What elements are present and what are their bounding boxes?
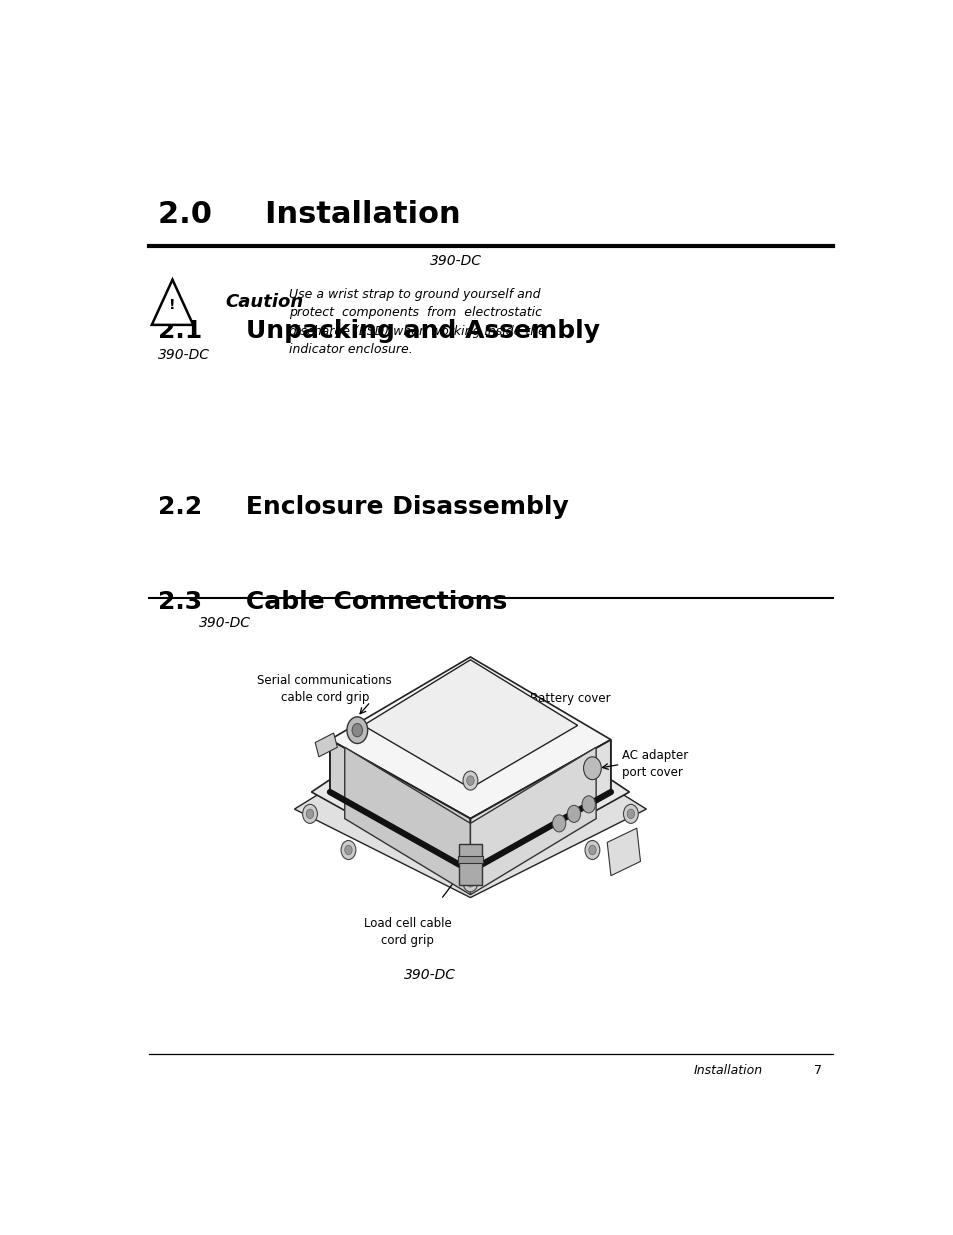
Circle shape — [466, 776, 474, 785]
Polygon shape — [311, 685, 629, 881]
Polygon shape — [330, 657, 610, 819]
Polygon shape — [363, 659, 577, 788]
Text: Installation: Installation — [693, 1065, 761, 1077]
Text: Serial communications
cable cord grip: Serial communications cable cord grip — [257, 673, 392, 704]
Text: Load cell cable
cord grip: Load cell cable cord grip — [363, 916, 451, 946]
Circle shape — [462, 873, 477, 892]
Circle shape — [466, 878, 474, 887]
Circle shape — [623, 804, 638, 824]
Circle shape — [583, 757, 600, 779]
Circle shape — [347, 716, 367, 743]
Polygon shape — [459, 845, 481, 885]
Text: Battery cover: Battery cover — [529, 693, 610, 705]
Polygon shape — [330, 740, 470, 871]
Polygon shape — [470, 740, 610, 871]
Text: 390-DC: 390-DC — [429, 254, 481, 268]
Circle shape — [581, 795, 595, 813]
Text: 2.1     Unpacking and Assembly: 2.1 Unpacking and Assembly — [157, 319, 599, 343]
Text: AC adapter
port cover: AC adapter port cover — [621, 750, 687, 779]
Circle shape — [306, 809, 314, 819]
Text: 2.0     Installation: 2.0 Installation — [157, 200, 460, 228]
Polygon shape — [457, 856, 482, 863]
Text: 2.2     Enclosure Disassembly: 2.2 Enclosure Disassembly — [157, 495, 568, 519]
Circle shape — [462, 771, 477, 790]
Circle shape — [567, 805, 580, 823]
Circle shape — [588, 845, 596, 855]
Polygon shape — [294, 700, 646, 898]
Polygon shape — [344, 747, 470, 894]
Circle shape — [302, 804, 317, 824]
Polygon shape — [470, 747, 596, 894]
Text: Caution: Caution — [225, 293, 303, 311]
Circle shape — [344, 845, 352, 855]
Polygon shape — [152, 279, 193, 325]
Text: !: ! — [169, 298, 175, 312]
Circle shape — [352, 724, 362, 737]
Text: Use a wrist strap to ground yourself and
protect  components  from  electrostati: Use a wrist strap to ground yourself and… — [289, 288, 546, 357]
Circle shape — [341, 841, 355, 860]
Polygon shape — [606, 829, 639, 876]
Text: 390-DC: 390-DC — [403, 968, 456, 982]
Circle shape — [584, 841, 599, 860]
Text: 7: 7 — [813, 1065, 821, 1077]
Text: 390-DC: 390-DC — [157, 348, 210, 362]
Text: 2.3     Cable Connections: 2.3 Cable Connections — [157, 590, 506, 614]
Circle shape — [626, 809, 634, 819]
Polygon shape — [314, 734, 337, 757]
Text: 390-DC: 390-DC — [199, 616, 251, 630]
Circle shape — [552, 815, 565, 832]
